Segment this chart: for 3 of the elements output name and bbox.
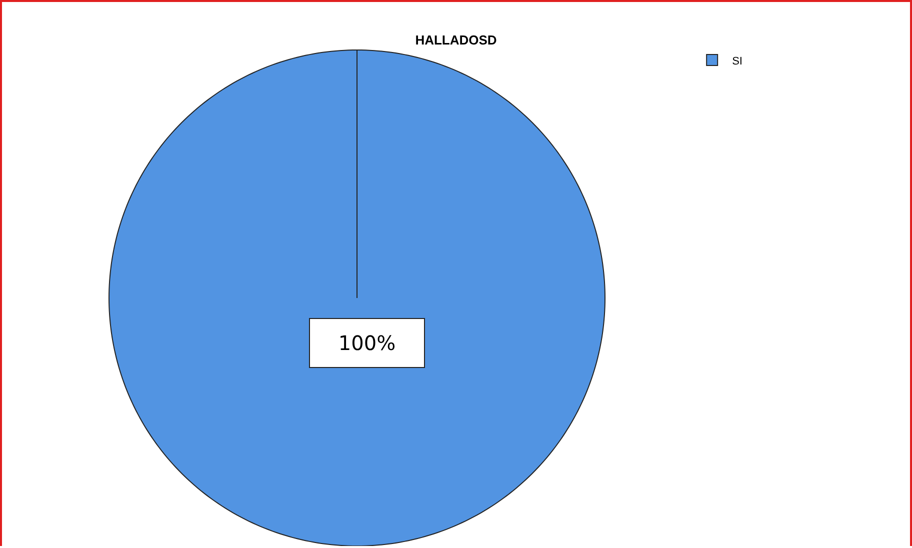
data-label: 100%: [338, 331, 396, 355]
legend-label: SI: [732, 55, 742, 68]
chart-title: HALLADOSD: [415, 32, 497, 48]
